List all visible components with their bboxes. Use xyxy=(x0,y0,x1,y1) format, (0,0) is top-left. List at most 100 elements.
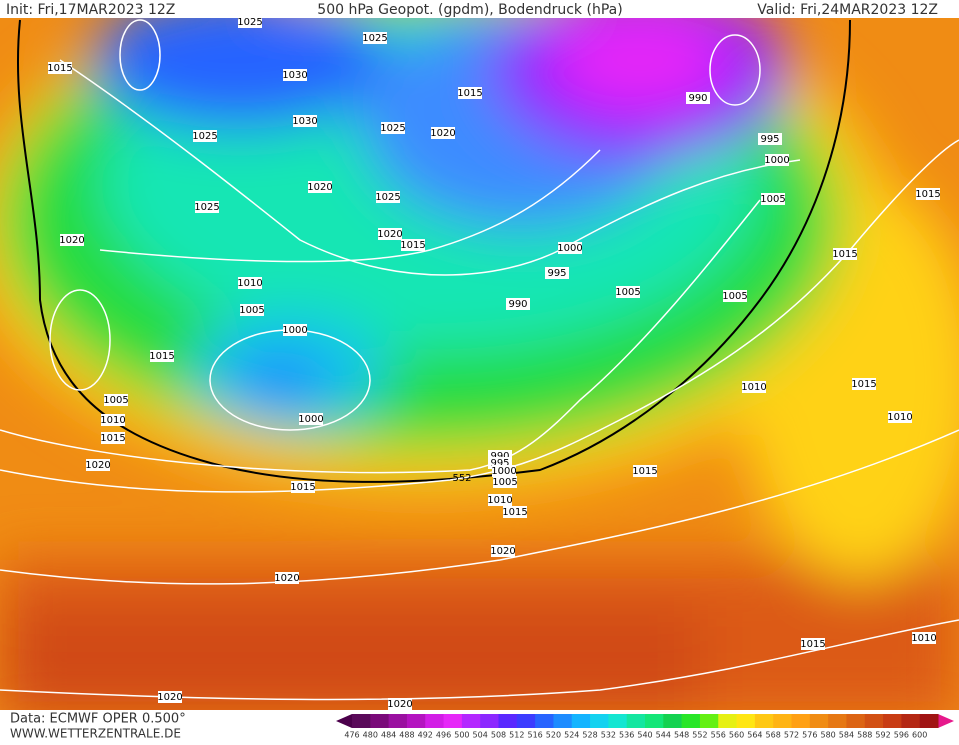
init-time: Init: Fri,17MAR2023 12Z xyxy=(6,2,175,18)
isobar-label: 1015 xyxy=(800,639,825,650)
isobar-label: 1005 xyxy=(760,194,785,205)
colorbar-swatch xyxy=(608,714,628,728)
isobar-label: 1020 xyxy=(307,182,332,193)
colorbar-swatch xyxy=(626,714,646,728)
colorbar-label: 556 xyxy=(711,731,726,740)
isobar-label: 995 xyxy=(547,268,566,279)
colorbar-swatch xyxy=(663,714,683,728)
colorbar-swatch xyxy=(461,714,481,728)
isobar-label: 1010 xyxy=(887,412,912,423)
isobar-label: 1020 xyxy=(377,229,402,240)
isobar-label-bg xyxy=(503,506,527,518)
colorbar-label: 596 xyxy=(894,731,909,740)
isobar-label: 1015 xyxy=(149,351,174,362)
isobar-label: 1010 xyxy=(100,415,125,426)
isobar-label-bg xyxy=(765,154,789,166)
colorbar-label: 504 xyxy=(473,731,488,740)
isobar-label: 1015 xyxy=(502,507,527,518)
colorbar-swatch xyxy=(480,714,499,728)
colorbar-swatch xyxy=(773,714,792,728)
colorbar-swatch xyxy=(699,714,719,728)
isobar-label-bg xyxy=(912,632,936,644)
isobar-label-bg xyxy=(492,465,516,477)
isobar-label: 1015 xyxy=(632,466,657,477)
isobar-label-bg xyxy=(506,298,530,310)
colorbar-label: 512 xyxy=(509,731,524,740)
data-source: Data: ECMWF OPER 0.500° xyxy=(10,712,186,727)
colorbar-swatch xyxy=(571,714,591,728)
colorbar-label: 492 xyxy=(418,731,433,740)
colorbar-label: 568 xyxy=(766,731,781,740)
isobar-label-bg xyxy=(686,92,710,104)
isobar-label-bg xyxy=(888,411,912,423)
isobar-label-bg xyxy=(488,494,512,506)
isobar-label-bg xyxy=(761,193,785,205)
isobar-label-bg xyxy=(378,228,402,240)
isobar-label-bg xyxy=(275,572,299,584)
colorbar-label: 500 xyxy=(454,731,469,740)
isobar-label-bg xyxy=(86,459,110,471)
isobar-label-bg xyxy=(388,698,412,710)
colorbar-swatch xyxy=(864,714,884,728)
isobar-label-bg xyxy=(801,638,825,650)
isobar-label-bg xyxy=(158,691,182,703)
isobar-label: 1015 xyxy=(832,249,857,260)
colorbar-swatch xyxy=(846,714,866,728)
isobar-label: 1015 xyxy=(47,63,72,74)
isobar-label: 1015 xyxy=(915,189,940,200)
isobar-label-bg xyxy=(238,277,262,289)
map-title: 500 hPa Geopot. (gpdm), Bodendruck (hPa) xyxy=(317,2,622,18)
colorbar-label: 496 xyxy=(436,731,451,740)
isobar-label: 1020 xyxy=(59,235,84,246)
isobar-label-bg xyxy=(48,62,72,74)
isobar-label-bg xyxy=(101,432,125,444)
isobar-label-bg xyxy=(283,69,307,81)
colorbar-swatch xyxy=(352,714,371,728)
isobar-label: 1005 xyxy=(103,395,128,406)
colorbar-swatch xyxy=(681,714,701,728)
isobar-label: 1025 xyxy=(362,33,387,44)
isobar-label: 995 xyxy=(760,134,779,145)
isobar-label-bg xyxy=(833,248,857,260)
isobar-label: 1015 xyxy=(290,482,315,493)
colorbar-swatch xyxy=(425,714,445,728)
colorbar-label: 544 xyxy=(656,731,671,740)
isobar-label: 1020 xyxy=(490,546,515,557)
isobar-label-bg xyxy=(852,378,876,390)
valid-time: Valid: Fri,24MAR2023 12Z xyxy=(757,2,938,18)
colorbar-swatch xyxy=(370,714,390,728)
colorbar-swatch xyxy=(791,714,811,728)
isobar-label-bg xyxy=(238,16,262,28)
isobar-label: 1005 xyxy=(239,305,264,316)
contour-label: 552 xyxy=(452,473,471,484)
isobar-label-bg xyxy=(401,239,425,251)
isobar-label-bg xyxy=(558,242,582,254)
isobar-label: 990 xyxy=(688,93,707,104)
colorbar-label: 548 xyxy=(674,731,689,740)
colorbar-swatch xyxy=(718,714,738,728)
colorbar-label: 484 xyxy=(381,731,396,740)
isobar-label: 1010 xyxy=(237,278,262,289)
isobar-label: 1005 xyxy=(722,291,747,302)
isobar-label-bg xyxy=(291,481,315,493)
isobar-label-bg xyxy=(293,115,317,127)
colorbar-label: 524 xyxy=(564,731,579,740)
website: WWW.WETTERZENTRALE.DE xyxy=(10,727,181,741)
isobar-label-bg xyxy=(758,133,782,145)
colorbar-label: 560 xyxy=(729,731,744,740)
isobar-label: 1020 xyxy=(430,128,455,139)
map xyxy=(0,18,959,710)
isobar-label-bg xyxy=(633,465,657,477)
isobar-label: 1015 xyxy=(100,433,125,444)
isobar-label: 1015 xyxy=(851,379,876,390)
isobar-label-bg xyxy=(299,413,323,425)
colorbar-swatch xyxy=(443,714,463,728)
isobar-label-bg xyxy=(491,545,515,557)
colorbar-swatch xyxy=(828,714,847,728)
isobar-label: 1020 xyxy=(85,460,110,471)
colorbar-label: 588 xyxy=(857,731,872,740)
colorbar-swatch xyxy=(754,714,774,728)
colorbar-label: 476 xyxy=(344,731,359,740)
isobar-label-bg xyxy=(150,350,174,362)
